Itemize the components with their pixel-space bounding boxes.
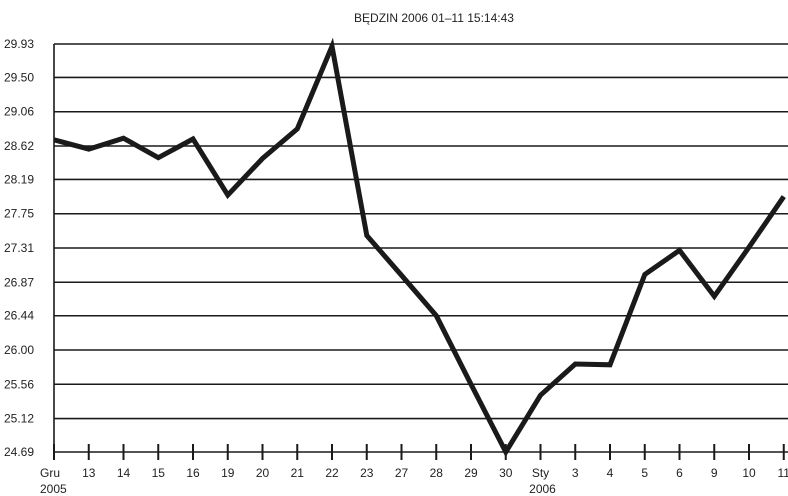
gridlines	[54, 43, 788, 453]
x-tick-label: 21	[291, 466, 305, 480]
x-tick-label: 15	[152, 466, 166, 480]
x-tick-label: 14	[117, 466, 131, 480]
y-tick-label: 26.00	[4, 343, 34, 357]
y-tick-label: 27.75	[4, 207, 34, 221]
y-tick-label: 29.50	[4, 70, 34, 84]
x-tick-label: 16	[186, 466, 200, 480]
x-tick-sublabel: 2006	[529, 482, 556, 496]
x-tick-label: 29	[464, 466, 478, 480]
x-tick-label: 22	[325, 466, 339, 480]
y-tick-label: 29.06	[4, 105, 34, 119]
x-tick-label: 19	[221, 466, 235, 480]
chart-title: BĘDZIN 2006 01–11 15:14:43	[354, 11, 514, 25]
y-tick-label: 25.12	[4, 412, 34, 426]
y-tick-label: 25.56	[4, 377, 34, 391]
y-tick-label: 29.93	[4, 37, 34, 51]
y-axis-tick-labels: 29.93 29.50 29.06 28.62 28.19 27.75 27.31 26.87…	[4, 37, 34, 459]
x-axis-tick-labels: Gru 2005 13 14 15 16 19 20 21 22 23 27 28 29 30 Sty 2006…	[40, 466, 788, 496]
x-tick-label: 6	[676, 466, 683, 480]
series-line	[53, 37, 786, 458]
x-tick-label: 9	[711, 466, 718, 480]
y-tick-label: 28.19	[4, 172, 34, 186]
x-tick-label: 13	[82, 466, 96, 480]
x-tick-label: 30	[499, 466, 513, 480]
y-tick-label: 27.31	[4, 241, 34, 255]
y-tick-label: 26.44	[4, 309, 34, 323]
x-tick-label: 23	[360, 466, 374, 480]
x-tick-sublabel: 2005	[40, 482, 67, 496]
x-tick-label: Sty	[532, 466, 549, 480]
y-tick-label: 24.69	[4, 445, 34, 459]
x-tick-label: 27	[395, 466, 409, 480]
x-tick-label: 3	[572, 466, 579, 480]
x-tick-label: Gru	[40, 466, 60, 480]
y-tick-label: 26.87	[4, 275, 34, 289]
x-tick-label: 5	[641, 466, 648, 480]
x-tick-label: 28	[430, 466, 444, 480]
series-layer	[53, 37, 786, 458]
x-tick-label: 10	[742, 466, 756, 480]
y-tick-label: 28.62	[4, 139, 34, 153]
x-tick-label: 20	[256, 466, 270, 480]
x-tick-label: 11	[778, 466, 788, 480]
x-tick-label: 4	[607, 466, 614, 480]
x-axis	[53, 44, 785, 460]
